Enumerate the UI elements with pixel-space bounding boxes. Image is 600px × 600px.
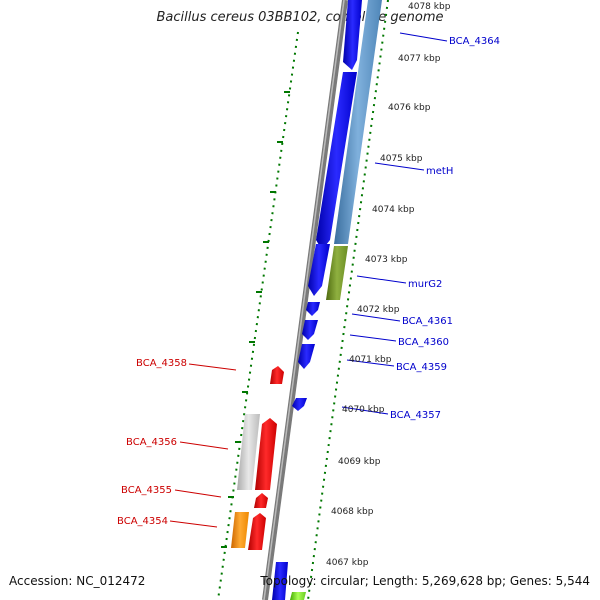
gene-label[interactable]: metH	[426, 166, 453, 177]
feature-grey-pseudo[interactable]	[237, 414, 260, 490]
label-leaders-left	[169, 363, 237, 528]
genome-backbone	[262, 0, 348, 600]
gene-label[interactable]: BCA_4364	[449, 36, 500, 47]
feature-steel-blue[interactable]	[334, 0, 382, 244]
cds-forward-2[interactable]	[316, 72, 357, 250]
gene-label[interactable]: BCA_4359	[396, 362, 447, 373]
gene-label[interactable]: BCA_4358	[136, 358, 187, 369]
tick-label: 4074 kbp	[372, 205, 415, 215]
gene-label[interactable]: BCA_4354	[117, 516, 168, 527]
cds-forward-8[interactable]	[272, 562, 288, 600]
tick-label: 4068 kbp	[331, 507, 374, 517]
cds-reverse-4358[interactable]	[270, 366, 284, 384]
cds-forward-5[interactable]	[302, 320, 318, 340]
feature-olive[interactable]	[326, 246, 348, 300]
tick-label: 4078 kbp	[408, 2, 451, 12]
genome-summary: Topology: circular; Length: 5,269,628 bp…	[260, 574, 590, 588]
cds-forward-4[interactable]	[306, 302, 320, 316]
forward-cds-features	[272, 0, 362, 600]
cds-forward-1[interactable]	[343, 0, 362, 70]
gene-label[interactable]: BCA_4357	[390, 410, 441, 421]
accession-label: Accession: NC_012472	[9, 574, 146, 588]
label-leaders-right	[341, 32, 448, 415]
genome-backbone-highlight	[263, 0, 345, 600]
outer-dotted-track	[307, 0, 389, 600]
gene-labels-right: BCA_4364 metH murG2 BCA_4361 BCA_4360 BC…	[390, 36, 500, 421]
cds-forward-7[interactable]	[292, 398, 307, 411]
tick-label: 4067 kbp	[326, 558, 369, 568]
cds-forward-3[interactable]	[308, 244, 330, 296]
tick-label: 4077 kbp	[398, 54, 441, 64]
tick-label: 4073 kbp	[365, 255, 408, 265]
gene-label[interactable]: BCA_4355	[121, 485, 172, 496]
cds-reverse-4355[interactable]	[254, 493, 268, 508]
cds-forward-6[interactable]	[298, 344, 315, 369]
tick-label: 4071 kbp	[349, 355, 392, 365]
gene-label[interactable]: murG2	[408, 279, 442, 290]
tick-label: 4076 kbp	[388, 103, 431, 113]
cds-reverse-4356[interactable]	[255, 418, 277, 490]
feature-orange[interactable]	[231, 512, 249, 548]
inner-track-ticks	[221, 91, 290, 548]
tick-label: 4070 kbp	[342, 405, 385, 415]
kbp-scale-labels: 4078 kbp 4077 kbp 4076 kbp 4075 kbp 4074…	[326, 2, 451, 568]
gene-label[interactable]: BCA_4356	[126, 437, 177, 448]
cds-reverse-4354[interactable]	[248, 513, 266, 550]
outer-features	[290, 0, 382, 600]
tick-label: 4075 kbp	[380, 154, 423, 164]
tick-label: 4072 kbp	[357, 305, 400, 315]
gene-label[interactable]: BCA_4361	[402, 316, 453, 327]
tick-label: 4069 kbp	[338, 457, 381, 467]
gene-labels-left: BCA_4358 BCA_4356 BCA_4355 BCA_4354	[117, 358, 187, 527]
gene-label[interactable]: BCA_4360	[398, 337, 449, 348]
reverse-cds-features	[231, 366, 284, 550]
feature-green[interactable]	[290, 592, 306, 600]
